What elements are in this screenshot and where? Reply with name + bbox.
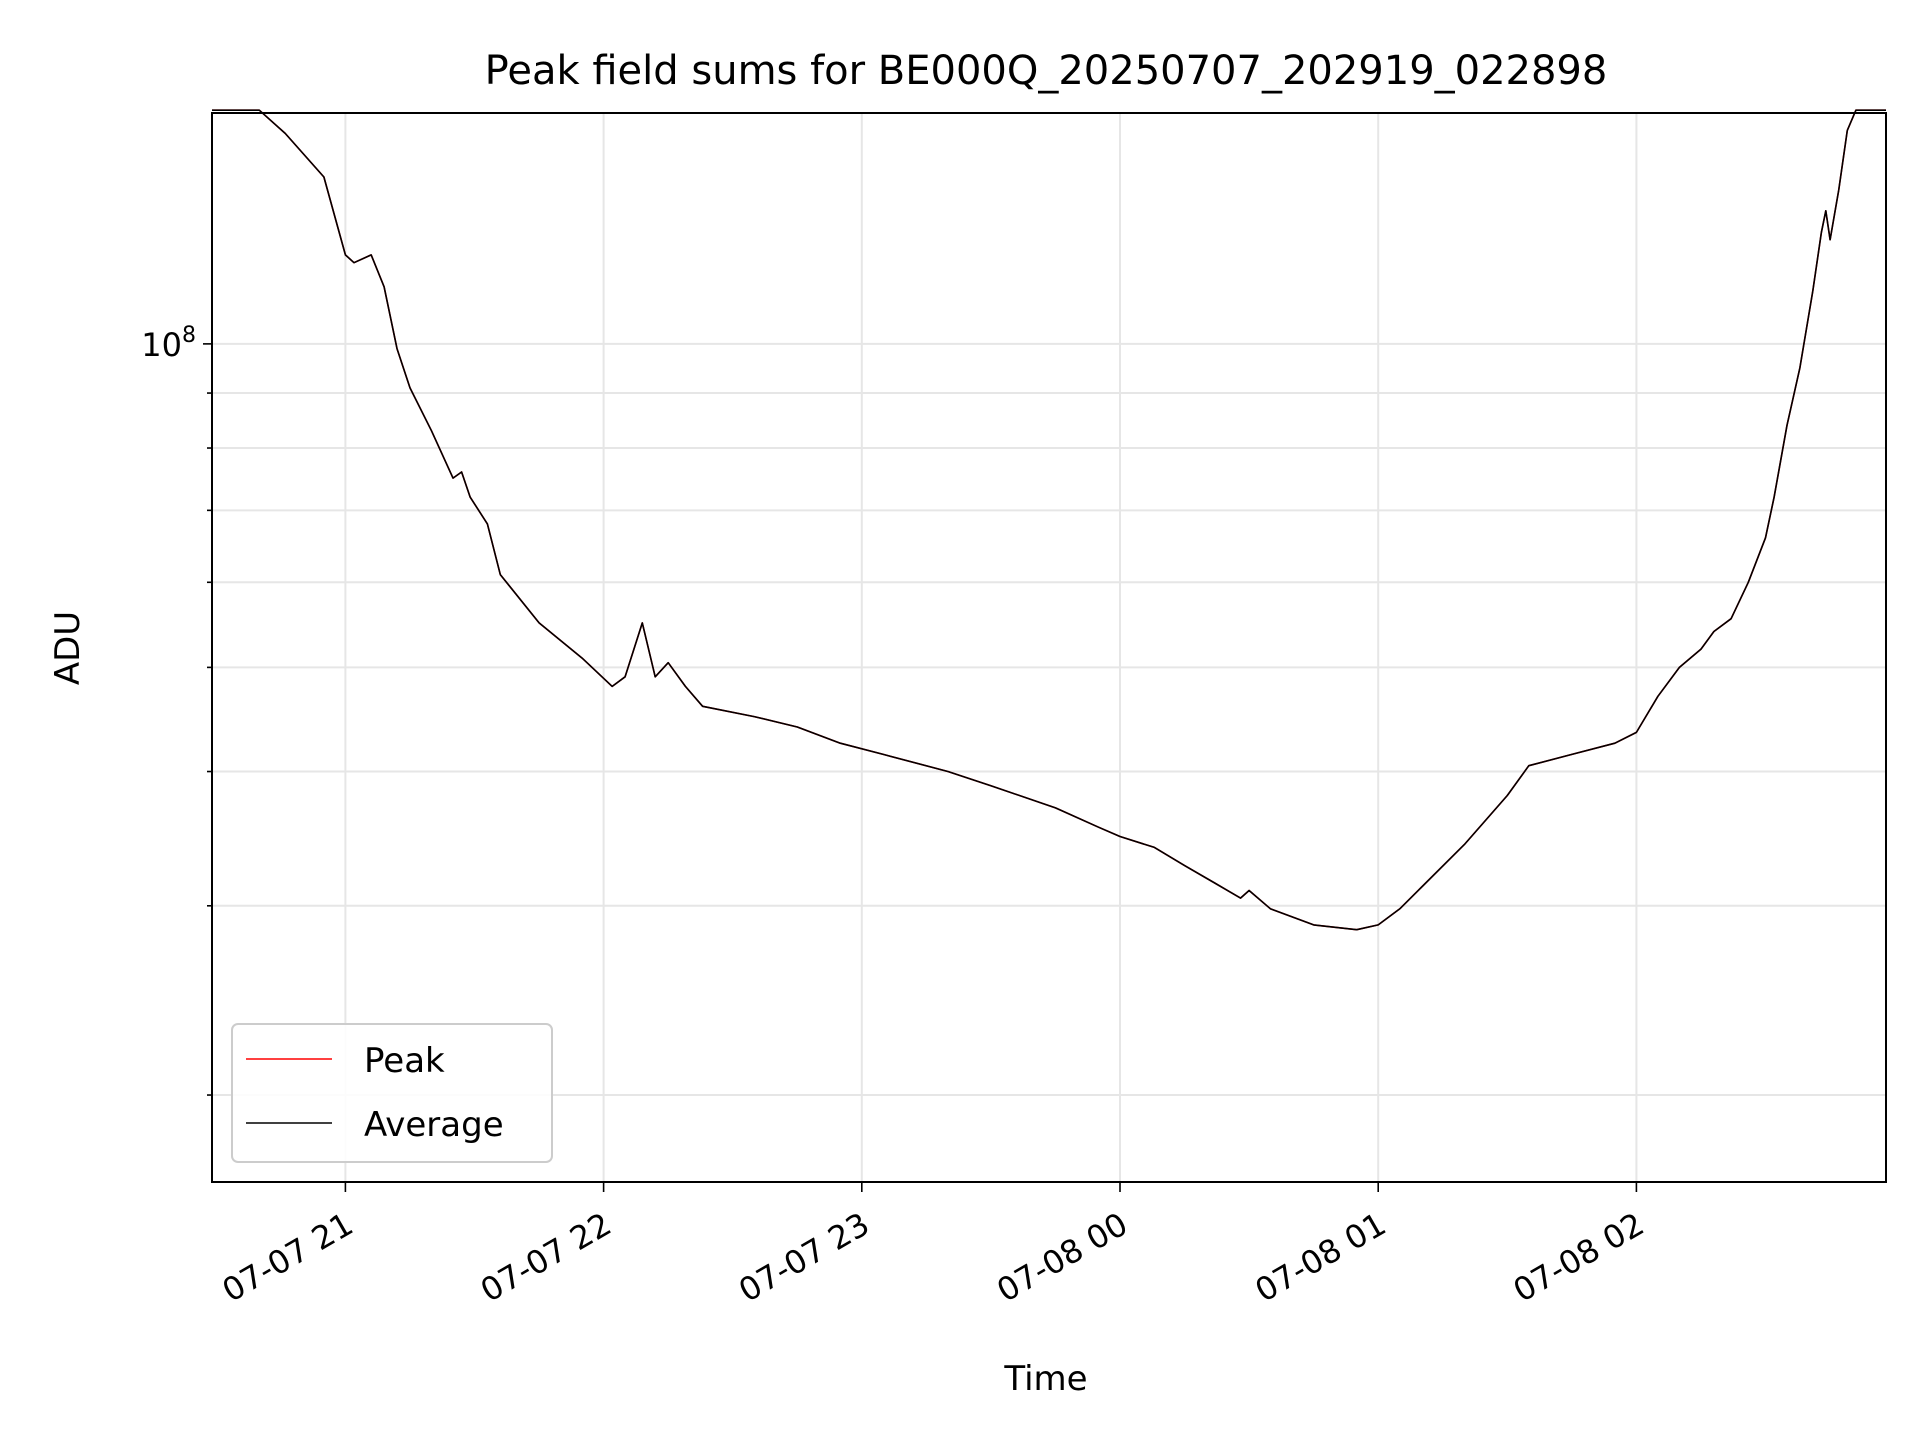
y-axis-label: ADU [48, 611, 88, 685]
plot-frame [211, 112, 1887, 1183]
y-tick-label: 108 [141, 323, 196, 364]
grid [212, 113, 1886, 1182]
legend-label-average: Average [364, 1105, 504, 1145]
legend-label-peak: Peak [364, 1041, 445, 1081]
series-line-average [212, 109, 1886, 931]
series-layer [212, 109, 1886, 931]
legend: Peak Average [231, 1023, 553, 1163]
x-axis-label: Time [1003, 1359, 1087, 1399]
chart-title: Peak field sums for BE000Q_20250707_2029… [485, 48, 1608, 94]
